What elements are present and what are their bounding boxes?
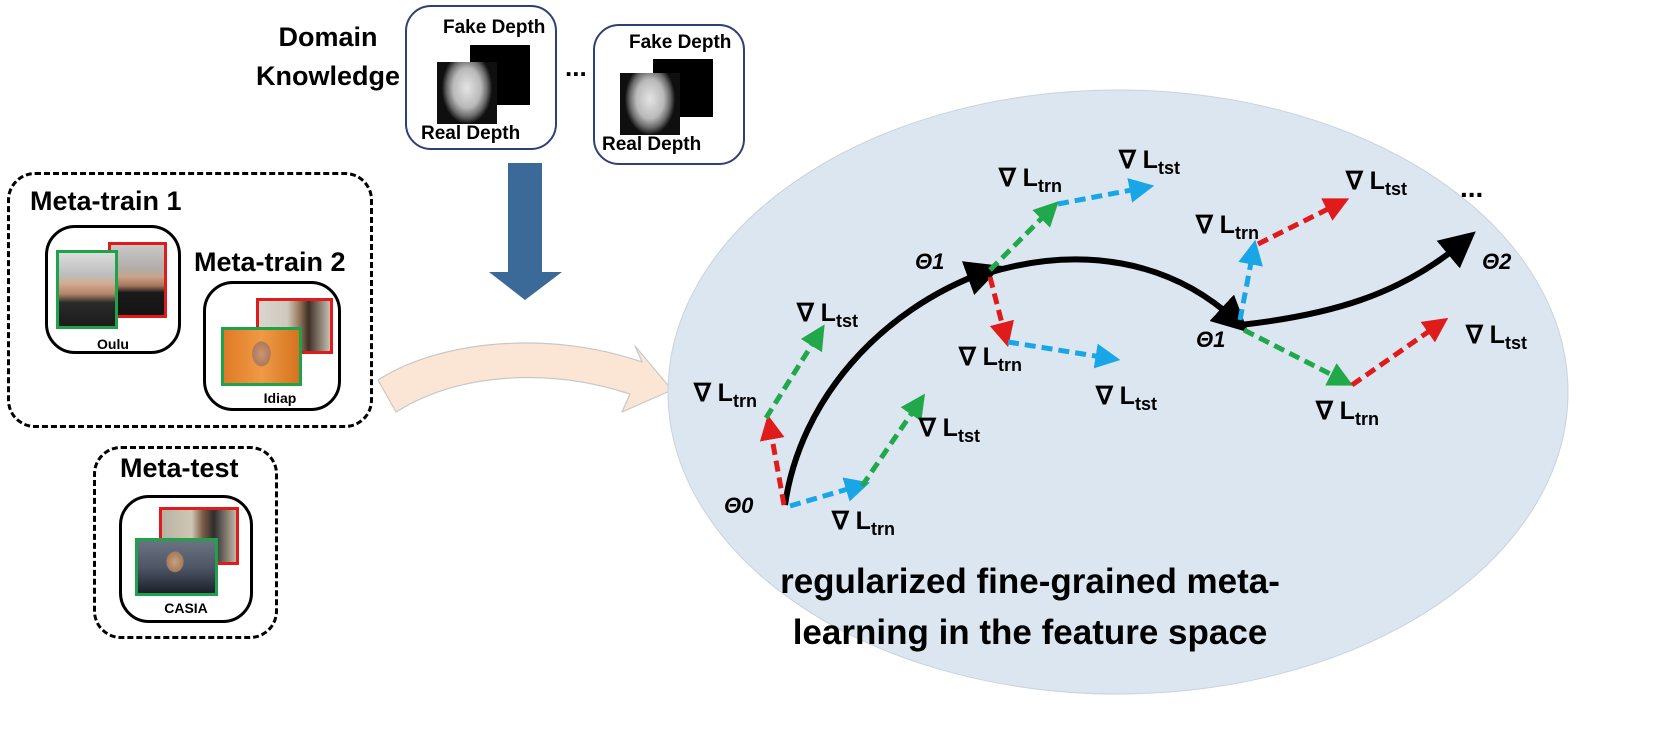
theta1b-to-theta2-path [1239, 231, 1476, 328]
real-depth-label: Real Depth [602, 134, 702, 155]
grad-subscript: trn [997, 355, 1022, 375]
fake-depth-label: Fake Depth [629, 32, 732, 53]
domain-knowledge-title-line1: Domain [278, 22, 378, 52]
oulu-label: Oulu [97, 336, 129, 352]
meta-test-group [93, 446, 278, 639]
grad-subscript: trn [870, 519, 895, 539]
grad-symbol: ∇ L [694, 379, 733, 407]
grad-ltrn-label: ∇ Ltrn [1196, 210, 1259, 244]
domain-knowledge-title-line2: Knowledge [255, 61, 400, 91]
domain-knowledge-title: Domain Knowledge [248, 18, 408, 96]
theta1-label: Θ1 [1196, 327, 1226, 352]
grad-arrow-red [1350, 317, 1449, 388]
grad-subscript: tst [835, 311, 858, 331]
depth-card-1: Fake Depth Real Depth [405, 5, 557, 150]
grad-arrow-red [1256, 198, 1350, 247]
casia-label: CASIA [164, 600, 208, 616]
theta0-to-theta1-path [782, 261, 1002, 506]
meta-train-1-title: Meta-train 1 [30, 186, 182, 216]
real-depth-map [620, 73, 680, 135]
real-depth-map [437, 62, 497, 124]
depth-cards-ellipsis: ... [565, 52, 587, 82]
casia-real-photo [135, 538, 218, 596]
grad-subscript: tst [1384, 179, 1407, 199]
grad-ltrn-label: ∇ Ltrn [999, 163, 1062, 197]
meta-train-group [7, 172, 373, 428]
grad-ltrn-label: ∇ Ltrn [832, 506, 895, 540]
casia-card: CASIA [119, 495, 253, 623]
grad-subscript: trn [1037, 176, 1062, 196]
grad-symbol: ∇ L [1096, 382, 1135, 410]
grad-ltst-label: ∇ Ltst [1119, 145, 1180, 179]
feature-space-caption: regularized fine-grained meta- learning … [720, 556, 1340, 658]
grad-ltst-label: ∇ Ltst [919, 413, 980, 447]
feature-space-ellipsis: ... [1460, 172, 1484, 203]
grad-subscript: tst [1504, 333, 1527, 353]
theta2-label: Θ2 [1482, 249, 1512, 274]
theta1-to-theta1b-path [987, 256, 1249, 333]
grad-subscript: tst [957, 426, 980, 446]
meta-test-title: Meta-test [120, 453, 239, 483]
feature-space-ellipse [667, 89, 1569, 695]
grad-ltst-label: ∇ Ltst [1096, 381, 1157, 415]
idiap-card: Idiap [203, 281, 341, 411]
caption-line1: regularized fine-grained meta- [780, 562, 1280, 601]
grad-ltrn-label: ∇ Ltrn [1316, 396, 1379, 430]
grad-ltrn-label: ∇ Ltrn [694, 378, 757, 412]
grad-ltst-label: ∇ Ltst [797, 298, 858, 332]
caption-line2: learning in the feature space [792, 613, 1268, 652]
grad-arrow-blue [1237, 239, 1263, 321]
grad-ltst-label: ∇ Ltst [1466, 320, 1527, 354]
grad-arrow-blue [789, 477, 870, 509]
grad-symbol: ∇ L [1196, 211, 1235, 239]
grad-subscript: tst [1157, 158, 1180, 178]
fake-depth-label: Fake Depth [443, 17, 546, 38]
grad-ltrn-label: ∇ Ltrn [959, 342, 1022, 376]
idiap-real-photo [221, 327, 302, 386]
grad-symbol: ∇ L [1346, 167, 1385, 195]
theta0-label: Θ0 [724, 493, 754, 518]
idiap-label: Idiap [263, 390, 297, 406]
grad-subscript: trn [1234, 223, 1259, 243]
depth-card-2: Fake Depth Real Depth [593, 24, 745, 165]
grad-symbol: ∇ L [832, 507, 871, 535]
grad-arrow-green [1242, 327, 1354, 386]
real-depth-label: Real Depth [421, 123, 521, 144]
grad-arrow-green [988, 201, 1059, 272]
grad-symbol: ∇ L [1466, 321, 1505, 349]
grad-symbol: ∇ L [797, 299, 836, 327]
grad-subscript: trn [1354, 409, 1379, 429]
theta1-label: Θ1 [915, 249, 945, 274]
grad-symbol: ∇ L [999, 164, 1038, 192]
grad-arrow-red [759, 414, 787, 506]
down-arrow-icon [489, 163, 562, 300]
grad-subscript: tst [1134, 394, 1157, 414]
oulu-card: Oulu [45, 225, 181, 354]
meta-train-2-title: Meta-train 2 [194, 247, 346, 277]
grad-symbol: ∇ L [919, 414, 958, 442]
grad-symbol: ∇ L [1316, 397, 1355, 425]
oulu-real-photo [56, 250, 118, 329]
grad-symbol: ∇ L [1119, 146, 1158, 174]
grad-arrow-red [987, 276, 1014, 348]
grad-arrow-blue [1057, 178, 1155, 207]
grad-subscript: trn [732, 391, 757, 411]
grad-ltst-label: ∇ Ltst [1346, 166, 1407, 200]
grad-symbol: ∇ L [959, 343, 998, 371]
